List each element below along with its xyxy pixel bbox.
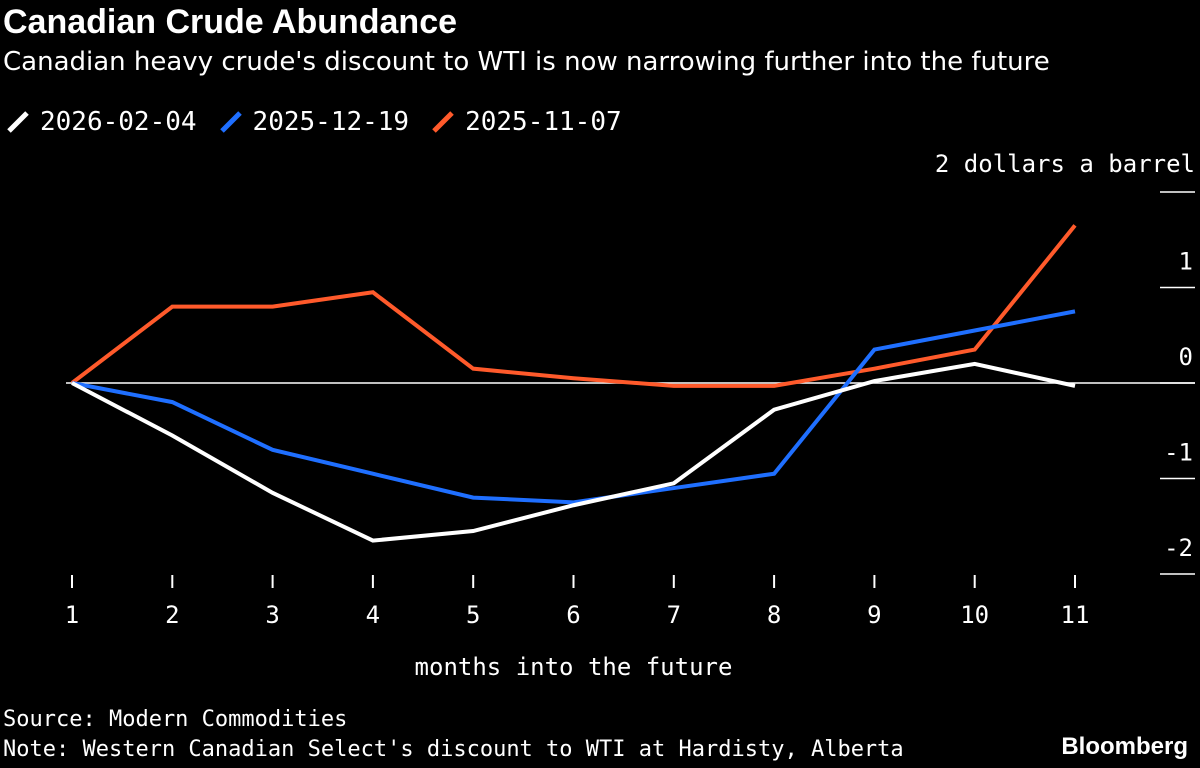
legend-item-2025-12-19: 2025-12-19 bbox=[219, 107, 410, 137]
series-line-2025-12-19 bbox=[71, 309, 1076, 505]
legend: 2026-02-04 2025-12-19 2025-11-07 bbox=[6, 102, 644, 142]
x-tick-label: 8 bbox=[767, 601, 781, 629]
x-tick-label: 4 bbox=[366, 601, 380, 629]
x-tick-label: 6 bbox=[566, 601, 580, 629]
footnote: Note: Western Canadian Select's discount… bbox=[3, 737, 904, 762]
legend-item-2026-02-04: 2026-02-04 bbox=[6, 107, 197, 137]
x-tick-label: 9 bbox=[867, 601, 881, 629]
legend-label: 2026-02-04 bbox=[40, 107, 197, 137]
x-tick-label: 7 bbox=[667, 601, 681, 629]
chart-subtitle: Canadian heavy crude's discount to WTI i… bbox=[3, 47, 1050, 77]
legend-label: 2025-12-19 bbox=[252, 107, 410, 137]
series-line-2026-02-04 bbox=[71, 361, 1076, 543]
y-tick-label: 0 bbox=[1179, 343, 1193, 371]
legend-item-2025-11-07: 2025-11-07 bbox=[431, 107, 622, 137]
x-tick-label: 1 bbox=[65, 601, 79, 629]
bloomberg-logo: Bloomberg bbox=[1061, 733, 1188, 760]
x-tick-label: 11 bbox=[1061, 601, 1090, 629]
y-tick-label: -2 bbox=[1164, 534, 1193, 562]
legend-label: 2025-11-07 bbox=[465, 107, 622, 137]
y-tick-label: 1 bbox=[1179, 248, 1193, 276]
x-tick-label: 5 bbox=[466, 601, 480, 629]
x-tick-label: 2 bbox=[165, 601, 179, 629]
y-axis-unit-label: 2 dollars a barrel bbox=[935, 150, 1195, 178]
legend-swatch-orange bbox=[432, 111, 454, 133]
x-tick-label: 3 bbox=[265, 601, 279, 629]
source-note: Source: Modern Commodities bbox=[3, 707, 348, 732]
y-tick-label: -1 bbox=[1164, 439, 1193, 467]
legend-swatch-blue bbox=[219, 111, 242, 133]
legend-swatch-white bbox=[7, 111, 29, 133]
series-line-2025-11-07 bbox=[70, 224, 1077, 388]
x-tick-label: 10 bbox=[960, 601, 989, 629]
chart-title: Canadian Crude Abundance bbox=[3, 3, 458, 41]
x-axis-label: months into the future bbox=[415, 653, 733, 681]
